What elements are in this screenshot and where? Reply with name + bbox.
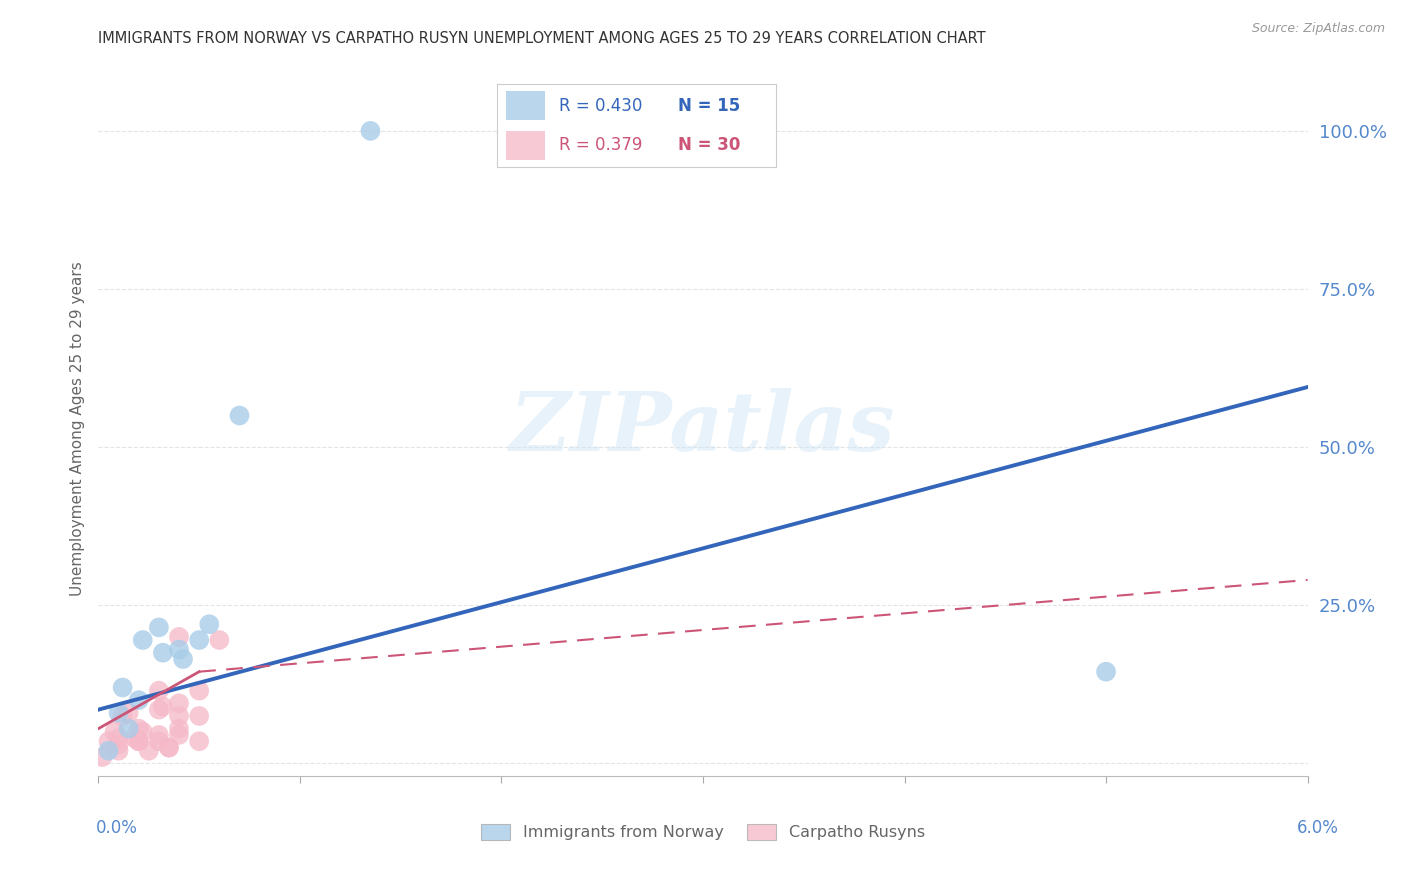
Point (157, 740, 180, 755)
Point (132, 633, 155, 648)
Point (167, 696, 190, 710)
Point (148, 703, 170, 717)
Point (188, 633, 211, 648)
Point (167, 642, 190, 657)
Point (1095, 665, 1118, 679)
Text: 0.0%: 0.0% (96, 819, 138, 837)
Point (107, 744, 129, 758)
Point (228, 409, 250, 423)
Text: IMMIGRANTS FROM NORWAY VS CARPATHO RUSYN UNEMPLOYMENT AMONG AGES 25 TO 29 YEARS : IMMIGRANTS FROM NORWAY VS CARPATHO RUSYN… (98, 31, 986, 46)
Point (107, 738, 129, 752)
Point (97, 734, 120, 748)
Point (152, 699, 174, 714)
Point (128, 722, 150, 736)
Point (128, 734, 150, 748)
Point (167, 630, 190, 644)
Point (148, 620, 170, 634)
Y-axis label: Unemployment Among Ages 25 to 29 years: Unemployment Among Ages 25 to 29 years (69, 260, 84, 596)
Point (188, 709, 211, 723)
Text: Source: ZipAtlas.com: Source: ZipAtlas.com (1251, 22, 1385, 36)
Point (172, 652, 194, 666)
Point (124, 731, 146, 745)
Point (148, 683, 170, 698)
Point (118, 706, 141, 720)
Point (107, 706, 129, 720)
Point (360, 124, 382, 138)
Point (97, 744, 120, 758)
Point (148, 734, 170, 748)
Point (157, 740, 180, 755)
Point (111, 681, 134, 695)
Point (111, 709, 134, 723)
Text: 6.0%: 6.0% (1296, 819, 1339, 837)
Point (167, 722, 190, 736)
Point (128, 734, 150, 748)
Point (107, 731, 129, 745)
Point (188, 683, 211, 698)
Point (132, 724, 155, 739)
Point (118, 722, 141, 736)
Point (103, 724, 125, 739)
Point (167, 728, 190, 742)
Point (167, 709, 190, 723)
Point (198, 617, 221, 632)
Point (91, 750, 114, 764)
Point (208, 633, 231, 648)
Text: ZIPatlas: ZIPatlas (510, 388, 896, 468)
Point (148, 728, 170, 742)
Point (152, 646, 174, 660)
Point (128, 693, 150, 707)
Point (188, 734, 211, 748)
Legend: Immigrants from Norway, Carpatho Rusyns: Immigrants from Norway, Carpatho Rusyns (472, 815, 934, 848)
Point (138, 744, 160, 758)
